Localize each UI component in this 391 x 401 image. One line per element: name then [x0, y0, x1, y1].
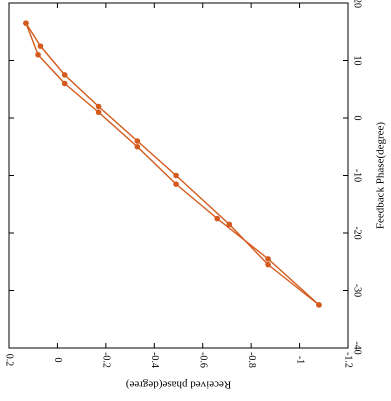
data-point: [173, 172, 179, 179]
data-point: [37, 43, 44, 49]
x-tick-label: 0: [352, 116, 363, 121]
data-point: [61, 80, 68, 87]
y-tick-label: -0.6: [197, 352, 208, 368]
x-axis-title: Feedback Phase(degree): [375, 122, 387, 230]
x-tick-label: 20: [352, 0, 363, 8]
data-point: [35, 51, 41, 58]
y-tick-label: -0.2: [101, 352, 112, 368]
y-tick-label: -0.8: [246, 352, 257, 368]
y-tick-label: -1: [294, 356, 305, 364]
data-point: [134, 138, 141, 144]
data-point: [95, 109, 102, 116]
y-tick-label: -0.4: [149, 352, 160, 368]
axes-layer: -40 -30 -20 -10 0 10 20 -1.2 -1 -0.8 -0.6 -0.4 -0.2 0…: [4, 0, 363, 368]
data-point: [23, 20, 29, 26]
data-point: [226, 221, 233, 228]
x-tick-label: 10: [352, 56, 363, 66]
data-point: [134, 143, 141, 150]
y-tick-label: 0: [52, 358, 63, 363]
data-point: [265, 261, 271, 268]
x-tick-label: -40: [352, 341, 363, 354]
data-point: [265, 256, 271, 262]
x-tick-label: -30: [352, 284, 363, 297]
plot-layer: [23, 20, 322, 308]
data-point: [173, 181, 179, 187]
y-axis-title: Received phase(degree): [125, 378, 231, 390]
data-point: [95, 103, 102, 110]
x-tick-label: -20: [352, 226, 363, 239]
x-tick-label: -10: [352, 169, 363, 182]
data-point: [316, 302, 322, 308]
data-point: [61, 72, 68, 78]
y-tick-label: -1.2: [343, 352, 354, 368]
data-point: [214, 215, 221, 222]
y-tick-label: 0.2: [4, 354, 15, 367]
